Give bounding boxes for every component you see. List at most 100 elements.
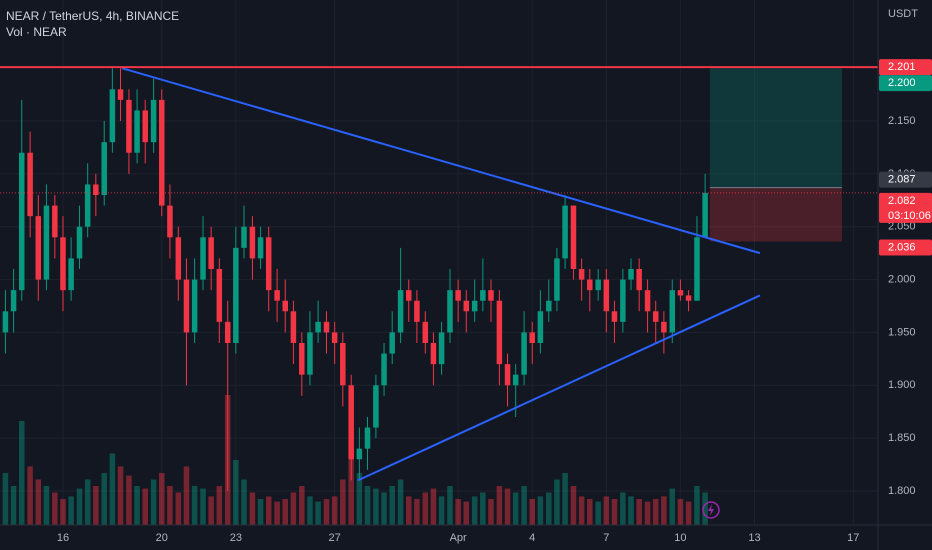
target-tag [879,75,932,92]
volume-bar [430,488,437,525]
candle-body [315,321,321,333]
candle-body [661,321,667,333]
volume-bar [364,486,371,525]
candle-body [603,279,610,312]
volume-bar [702,492,708,525]
y-tick-label: 2.150 [888,115,916,127]
volume-bar [644,501,651,525]
y-tick-label: 2.000 [888,273,916,285]
volume-bar [101,473,107,525]
volume-bar [611,499,618,525]
volume-label: Vol · NEAR [6,25,67,39]
candle-body [200,237,206,280]
candle-body [265,237,272,291]
volume-bar [603,496,610,525]
volume-bar [2,473,9,525]
volume-bar [422,492,429,525]
volume-bar [35,479,42,525]
candle-body [471,300,478,312]
candle-body [636,269,642,291]
volume-bar [661,496,667,525]
candle-body [652,311,659,322]
axes: 1.8001.8501.9001.9502.0002.0502.1002.150… [57,59,932,544]
candle-body [669,290,676,333]
candle-body [290,311,297,343]
volume-bar [389,486,395,525]
candle-body [159,99,165,206]
candles [2,68,708,491]
candle-body [611,311,618,322]
volume-bar [175,492,182,525]
volume-bar [463,501,470,525]
volume-bar [233,460,239,525]
volume-bar [84,479,91,525]
candle-body [389,332,395,354]
volume-bar [620,492,626,525]
x-tick-label: 16 [57,532,69,544]
volume-bar [323,499,330,525]
y-tick-label: 1.950 [888,326,916,338]
candle-body [183,279,190,333]
volume-bar [381,492,387,525]
volume-bar [652,499,659,525]
last-price-tag-text: 2.082 [888,195,916,207]
volume-bar [27,466,33,525]
candle-body [84,184,91,227]
volume-bar [578,496,585,525]
volume-bar [554,479,560,525]
volume-bar [290,492,297,525]
x-tick-label: 27 [329,532,341,544]
volume-bar [340,479,346,525]
volume-bar [265,496,272,525]
volume-bar [134,486,140,525]
lightning-icon[interactable] [702,501,720,519]
candle-body [52,205,58,238]
candle-body [373,385,379,428]
volume-bar [68,496,74,525]
candle-body [447,290,453,333]
x-tick-label: 23 [230,532,242,544]
volume-bar [480,492,486,525]
candle-body [282,300,289,312]
candle-body [208,237,214,270]
candle-body [2,311,9,333]
candle-body [43,205,50,280]
target-tag-text: 2.200 [888,77,916,89]
volume-bar [60,499,66,525]
candle-body [35,216,42,280]
volume-bar [249,492,256,525]
volume-bar [117,466,124,525]
lightning-bolt [708,504,714,516]
candle-body [504,364,511,386]
candle-body [587,279,593,291]
drawings [0,66,878,482]
volume-bar [595,501,601,525]
volume-bar [628,496,634,525]
candle-body [93,184,99,196]
volume-bar [315,501,321,525]
candle-body [397,290,404,333]
volume-bar [685,501,692,525]
candle-body [405,290,412,301]
candle-body [578,269,585,280]
volume-bar [488,499,494,525]
volume-bar [504,488,511,525]
candle-body [257,237,264,259]
candle-body [496,300,503,365]
volume-bar [438,496,445,525]
volume-bar [191,486,198,525]
candle-body [422,321,429,343]
candle-body [554,258,560,301]
y-tick-label: 1.850 [888,432,916,444]
volume-bar [257,499,264,525]
volume-bar [43,486,50,525]
entry-tag [879,171,932,188]
volume-bar [282,499,289,525]
candle-body [323,321,330,333]
candle-body [224,321,231,343]
stop-tag [879,239,932,256]
candle-body [562,205,568,259]
x-tick-label: 4 [529,532,535,544]
volume-bar [299,486,305,525]
